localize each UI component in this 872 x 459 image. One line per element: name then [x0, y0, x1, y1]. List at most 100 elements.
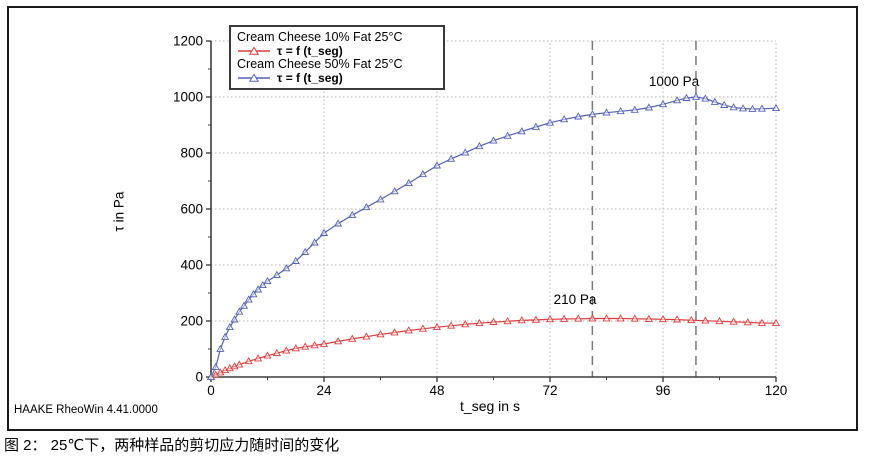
series-marker-0	[687, 315, 696, 324]
series-marker-1	[545, 118, 555, 126]
series-marker-0	[715, 316, 724, 325]
series-marker-0	[244, 356, 253, 365]
series-marker-1	[531, 122, 540, 130]
x-tick-label: 120	[765, 383, 788, 398]
series-marker-1	[239, 301, 249, 309]
y-tick-label: 400	[180, 258, 203, 273]
series-marker-1	[319, 228, 329, 236]
annotation-1000pa: 1000 Pa	[648, 74, 700, 89]
series-marker-1	[432, 161, 442, 169]
y-tick-label: 0	[195, 370, 203, 385]
series-marker-1	[630, 105, 639, 113]
series-marker-1	[230, 315, 239, 323]
legend-series-formula: τ = f (t_seg)	[277, 43, 343, 58]
series-marker-0	[272, 348, 281, 357]
y-tick-label: 200	[180, 314, 203, 329]
x-tick-label: 72	[542, 383, 557, 398]
x-tick-label: 48	[429, 383, 444, 398]
series-marker-1	[588, 110, 597, 118]
legend-entry-line: τ = f (t_seg)	[237, 43, 437, 58]
series-marker-1	[206, 372, 216, 380]
series-marker-0	[602, 314, 611, 322]
series-marker-0	[588, 314, 597, 322]
series-marker-1	[673, 96, 682, 104]
series-marker-1	[254, 285, 263, 293]
series-marker-1	[310, 238, 319, 246]
triangle-marker-icon	[238, 72, 270, 82]
series-marker-0	[447, 321, 456, 329]
series-marker-1	[757, 104, 766, 112]
series-marker-0	[282, 346, 291, 354]
legend-series-formula: τ = f (t_seg)	[277, 70, 343, 85]
series-marker-1	[489, 136, 498, 144]
series-marker-1	[216, 344, 225, 352]
series-marker-0	[630, 314, 639, 322]
series-marker-1	[503, 131, 512, 139]
series-marker-0	[701, 316, 710, 324]
series-marker-0	[254, 354, 263, 362]
series-marker-0	[310, 341, 319, 349]
x-axis-title: t_seg in s	[460, 398, 520, 414]
series-marker-1	[301, 247, 310, 255]
series-marker-0	[489, 317, 498, 325]
series-marker-0	[560, 314, 569, 322]
series-marker-1	[404, 178, 413, 187]
series-marker-0	[376, 330, 385, 338]
series-marker-1	[729, 103, 738, 111]
series-marker-0	[771, 318, 781, 327]
series-marker-1	[701, 94, 710, 102]
series-marker-0	[616, 314, 625, 322]
series-marker-0	[301, 342, 310, 350]
series-marker-1	[291, 256, 300, 264]
legend-entry: Cream Cheese 10% Fat 25°C τ = f (t_seg)	[237, 30, 437, 58]
series-marker-1	[560, 115, 569, 123]
series-marker-1	[710, 97, 719, 105]
series-marker-0	[673, 315, 682, 323]
series-marker-1	[475, 141, 484, 150]
series-marker-1	[616, 106, 625, 115]
series-marker-0	[432, 322, 442, 331]
series-marker-1	[211, 362, 220, 371]
legend-entry-line: τ = f (t_seg)	[237, 70, 437, 85]
series-marker-0	[390, 328, 399, 336]
y-tick-label: 600	[180, 202, 203, 217]
series-marker-0	[743, 318, 752, 326]
y-axis-title: τ in Pa	[111, 191, 127, 232]
series-marker-1	[682, 93, 691, 101]
series-marker-1	[225, 322, 234, 331]
series-marker-1	[748, 104, 757, 112]
series-marker-1	[771, 103, 781, 112]
legend: Cream Cheese 10% Fat 25°C τ = f (t_seg) …	[229, 25, 445, 90]
figure-caption: 图 2： 25℃下，两种样品的剪切应力随时间的变化	[4, 437, 340, 454]
series-marker-0	[235, 360, 244, 368]
series-marker-1	[244, 295, 253, 303]
series-marker-0	[574, 314, 583, 322]
series-marker-1	[447, 154, 456, 162]
series-marker-0	[461, 320, 470, 328]
series-marker-0	[531, 315, 540, 323]
series-marker-1	[574, 112, 583, 120]
software-watermark: HAAKE RheoWin 4.41.0000	[14, 404, 158, 416]
series-marker-0	[658, 314, 668, 323]
series-marker-1	[720, 100, 729, 108]
series-marker-0	[503, 316, 512, 325]
series-marker-1	[390, 187, 399, 195]
y-tick-label: 800	[180, 146, 203, 161]
series-marker-0	[729, 317, 738, 325]
series-marker-0	[291, 344, 300, 352]
legend-series-name: Cream Cheese 50% Fat 25°C	[237, 57, 403, 71]
series-marker-1	[282, 264, 291, 272]
series-marker-1	[418, 169, 427, 178]
series-marker-1	[362, 202, 371, 211]
series-marker-0	[404, 326, 413, 334]
series-marker-1	[258, 280, 267, 289]
series-marker-1	[249, 290, 258, 298]
series-marker-1	[334, 219, 343, 227]
chart-panel: 0 24 48 72 96 120 0 200 400 600 800 1000 1200 Cream …	[7, 6, 858, 431]
x-tick-label: 0	[207, 383, 215, 398]
x-tick-label: 24	[316, 383, 332, 398]
triangle-marker-icon	[238, 45, 270, 55]
series-marker-0	[362, 332, 371, 340]
series-marker-1	[221, 332, 230, 340]
